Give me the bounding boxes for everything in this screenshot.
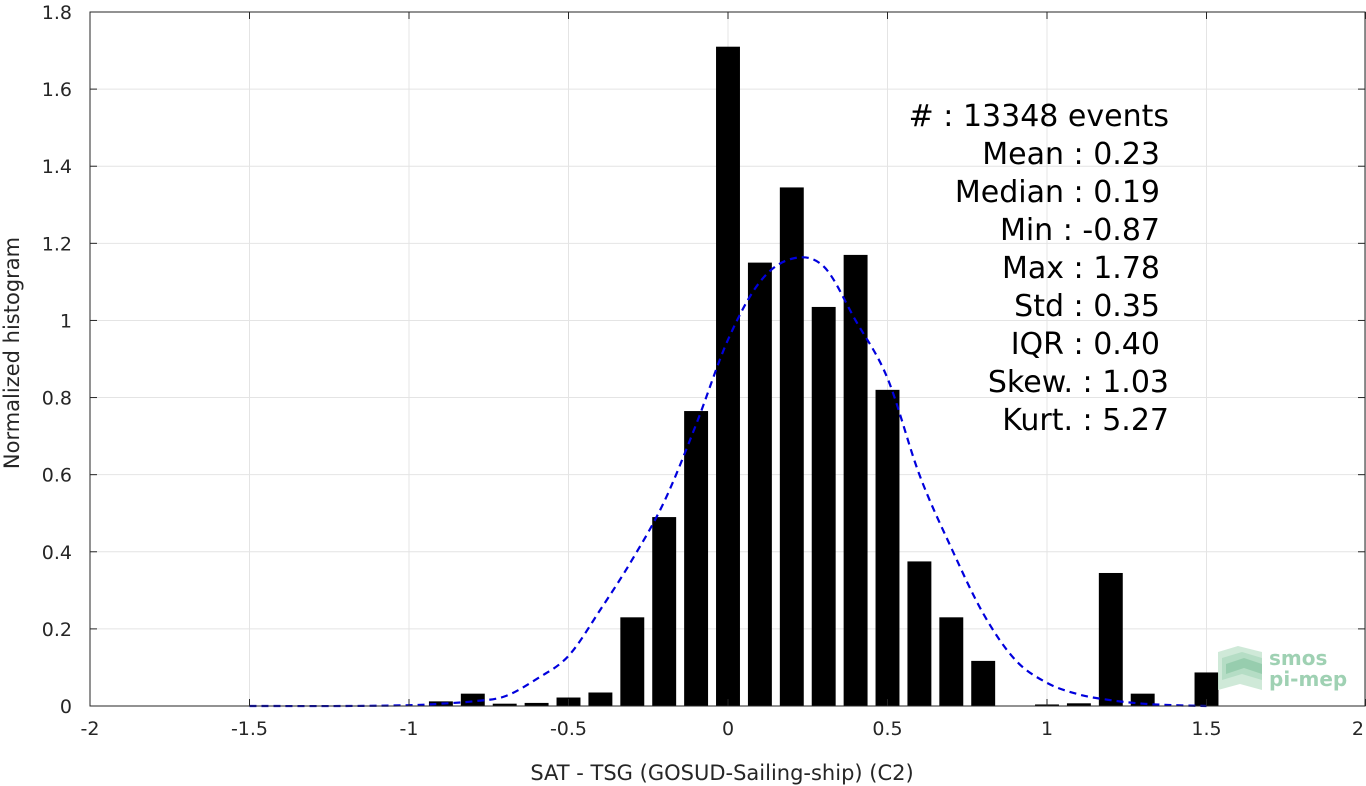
stat-iqr: IQR : 0.40 — [1011, 327, 1160, 362]
stat-min: Min : -0.87 — [1000, 213, 1160, 248]
x-tick-label: 0 — [722, 718, 734, 740]
y-tick-label: 0.4 — [42, 542, 72, 564]
x-tick-label: 1.5 — [1191, 718, 1221, 740]
histogram-bar — [716, 46, 740, 706]
histogram-bar — [779, 187, 804, 706]
histogram-bar — [1194, 672, 1219, 706]
histogram-bar — [875, 389, 900, 706]
y-axis-ticks: 0 0.2 0.4 0.6 0.8 1 1.2 1.4 1.6 1.8 — [42, 2, 1365, 718]
stat-skew: Skew. : 1.03 — [988, 365, 1169, 400]
histogram-bar — [939, 617, 964, 706]
histogram-bar — [684, 411, 709, 706]
stat-mean: Mean : 0.23 — [982, 137, 1160, 172]
x-axis-ticks: -2 -1.5 -1 -0.5 0 0.5 1 1.5 2 — [81, 12, 1366, 740]
y-tick-label: 1.8 — [42, 2, 72, 24]
y-axis-title: Normalized histogram — [0, 237, 24, 469]
y-tick-label: 1.6 — [42, 79, 72, 101]
histogram-bar — [907, 561, 932, 706]
y-tick-label: 0.2 — [42, 619, 72, 641]
smos-pi-mep-logo: smos pi-mep — [1218, 646, 1347, 691]
y-tick-label: 1.2 — [42, 233, 72, 255]
stat-kurt: Kurt. : 5.27 — [1002, 403, 1169, 438]
histogram-bar — [652, 517, 677, 706]
x-tick-label: -1 — [400, 718, 419, 740]
logo-waves-icon — [1218, 646, 1262, 690]
histogram-bar — [588, 692, 613, 706]
histogram-bar — [620, 617, 645, 706]
stat-max: Max : 1.78 — [1002, 251, 1160, 286]
stat-median: Median : 0.19 — [955, 175, 1160, 210]
x-tick-label: 0.5 — [872, 718, 902, 740]
x-tick-label: 1 — [1041, 718, 1053, 740]
histogram-bar — [843, 254, 868, 706]
x-tick-label: -0.5 — [550, 718, 587, 740]
histogram-bar — [428, 701, 453, 706]
y-tick-label: 0 — [60, 696, 72, 718]
stat-events: # : 13348 events — [909, 99, 1169, 134]
x-tick-label: 2 — [1352, 718, 1364, 740]
logo-line-smos: smos — [1269, 646, 1327, 670]
logo-line-pi-mep: pi-mep — [1269, 667, 1347, 691]
histogram-bar — [524, 702, 549, 706]
histogram-bar — [971, 660, 996, 706]
y-tick-label: 0.6 — [42, 465, 72, 487]
histogram-bar — [811, 306, 836, 706]
y-tick-label: 1.4 — [42, 156, 72, 178]
x-tick-label: -1.5 — [231, 718, 268, 740]
histogram-bar — [1130, 693, 1155, 706]
x-tick-label: -2 — [81, 718, 100, 740]
x-axis-title: SAT - TSG (GOSUD-Sailing-ship) (C2) — [530, 761, 913, 785]
y-tick-label: 0.8 — [42, 388, 72, 410]
stat-std: Std : 0.35 — [1014, 289, 1160, 324]
histogram-bar — [492, 703, 517, 706]
histogram-bar — [1098, 572, 1123, 706]
normal-fit-curve — [249, 256, 1207, 708]
histogram-bar — [747, 262, 772, 706]
histogram-bars — [428, 46, 1219, 706]
y-tick-label: 1 — [60, 310, 72, 332]
stats-box: # : 13348 events Mean : 0.23 Median : 0.… — [909, 99, 1169, 438]
histogram-bar — [1066, 703, 1091, 706]
